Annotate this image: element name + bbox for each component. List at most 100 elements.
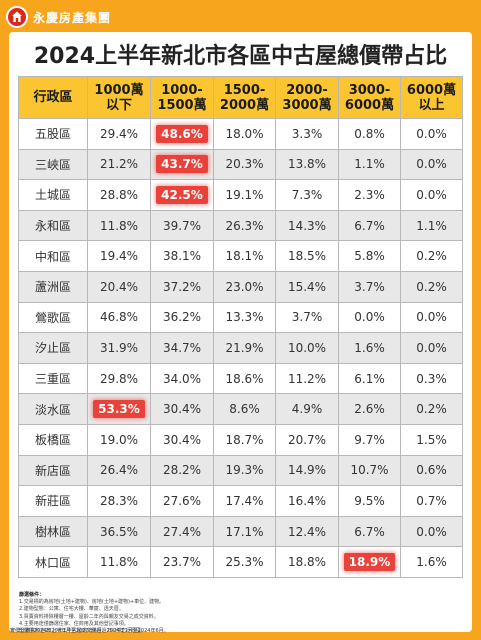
column-header-line: 行政區: [33, 90, 73, 105]
value-cell: 23.7%: [150, 546, 214, 578]
value-cell: 14.3%: [275, 209, 339, 242]
value-cell: 11.8%: [87, 546, 151, 578]
value-cell: 12.4%: [275, 515, 339, 548]
district-cell: 樹林區: [18, 515, 88, 548]
value-cell: 36.2%: [150, 301, 214, 334]
highlighted-value: 53.3%: [93, 400, 145, 419]
value-cell: 19.4%: [87, 240, 151, 272]
value-cell: 0.0%: [400, 332, 463, 364]
column-header-line: 2000萬: [219, 97, 270, 113]
filter-notes: 篩選條件： 1.交易標的為房地(土地+建物)、房地(土地+建物)+車位、建物。 2…: [19, 592, 464, 635]
column-header-line: 6000萬: [406, 82, 457, 98]
value-cell: 0.0%: [400, 515, 463, 548]
district-cell: 三重區: [18, 362, 88, 395]
value-cell: 37.2%: [150, 270, 214, 303]
value-cell: 1.5%: [400, 423, 463, 456]
yongqing-logo-icon: [6, 6, 28, 28]
value-cell: 27.4%: [150, 515, 214, 548]
table-row: 中和區 19.4% 38.1% 18.1% 18.5% 5.8% 0.2%: [18, 240, 463, 272]
value-cell: 18.5%: [275, 240, 339, 272]
district-cell: 淡水區: [18, 393, 88, 425]
value-cell: 23.0%: [213, 270, 276, 303]
value-cell: 16.4%: [275, 485, 339, 517]
value-cell: 18.1%: [213, 240, 276, 272]
table-row: 永和區 11.8% 39.7% 26.3% 14.3% 6.7% 1.1%: [18, 209, 463, 242]
table-row: 板橋區 19.0% 30.4% 18.7% 20.7% 9.7% 1.5%: [18, 423, 463, 456]
value-cell: 0.0%: [400, 118, 463, 150]
value-cell: 4.9%: [275, 393, 339, 425]
value-cell: 13.3%: [213, 301, 276, 334]
value-cell: 39.7%: [150, 209, 214, 242]
value-cell: 0.0%: [400, 179, 463, 211]
value-cell: 26.4%: [87, 454, 151, 487]
value-cell: 10.7%: [338, 454, 401, 487]
value-cell: 1.1%: [400, 209, 463, 242]
district-cell: 中和區: [18, 240, 88, 272]
district-cell: 新莊區: [18, 485, 88, 517]
table-row: 新莊區 28.3% 27.6% 17.4% 16.4% 9.5% 0.7%: [18, 485, 463, 517]
note-item: 2.建物型態：公寓、住宅大樓、華廈、透天厝。: [19, 606, 124, 613]
column-header-line: 1500萬: [157, 97, 207, 113]
value-cell: 6.7%: [338, 209, 401, 242]
value-cell: 0.2%: [400, 270, 463, 303]
value-cell: 31.9%: [87, 332, 151, 364]
table-header-row: 行政區 1000萬 以下 1000- 1500萬 1500- 2000萬 2000- 3000萬…: [18, 76, 463, 119]
value-cell: 2.3%: [338, 179, 401, 211]
value-cell: 2.6%: [338, 393, 401, 425]
value-cell: 7.3%: [275, 179, 339, 211]
highlighted-value: 42.5%: [156, 185, 208, 204]
column-header: 6000萬 以上: [400, 76, 463, 119]
value-cell: 0.7%: [400, 485, 463, 517]
table-row: 新店區 26.4% 28.2% 19.3% 14.9% 10.7% 0.6%: [18, 454, 463, 487]
note-item: 4.主要用途僅篩選住家、住商用及其他登記事項。: [19, 620, 129, 627]
value-cell: 19.1%: [213, 179, 276, 211]
column-header: 1000- 1500萬: [150, 76, 214, 119]
table-row: 三峽區 21.2% 43.7% 20.3% 13.8% 1.1% 0.0%: [18, 148, 463, 181]
value-cell: 30.4%: [150, 393, 214, 425]
table-body: 五股區 29.4% 48.6% 18.0% 3.3% 0.8% 0.0% 三峽區 21.2% 43…: [18, 118, 463, 578]
value-cell: 28.3%: [87, 485, 151, 517]
table-row: 林口區 11.8% 23.7% 25.3% 18.8% 18.9% 1.6%: [18, 546, 463, 578]
value-cell: 21.9%: [213, 332, 276, 364]
value-cell: 27.6%: [150, 485, 214, 517]
value-cell: 0.2%: [400, 240, 463, 272]
page-title: 2024上半年新北市各區中古屋總價帶占比: [33, 44, 448, 69]
value-cell: 20.4%: [87, 270, 151, 303]
district-cell: 汐止區: [18, 332, 88, 364]
column-header: 3000- 6000萬: [338, 76, 401, 119]
value-cell: 3.7%: [275, 301, 339, 334]
column-header-line: 3000-: [348, 82, 391, 98]
highlighted-value: 43.7%: [156, 155, 208, 174]
district-cell: 新店區: [18, 454, 88, 487]
column-header-line: 1500-: [223, 82, 266, 98]
value-cell: 5.8%: [338, 240, 401, 272]
value-cell: 34.7%: [150, 332, 214, 364]
table-row: 汐止區 31.9% 34.7% 21.9% 10.0% 1.6% 0.0%: [18, 332, 463, 364]
district-cell: 蘆洲區: [18, 270, 88, 303]
value-cell: 0.6%: [400, 454, 463, 487]
value-cell: 14.9%: [275, 454, 339, 487]
value-cell: 0.3%: [400, 362, 463, 395]
price-distribution-table: 行政區 1000萬 以下 1000- 1500萬 1500- 2000萬 2000- 3000萬…: [18, 76, 463, 578]
table-row: 土城區 28.8% 42.5% 19.1% 7.3% 2.3% 0.0%: [18, 179, 463, 211]
value-cell: 0.0%: [400, 148, 463, 181]
column-header: 行政區: [18, 76, 88, 119]
value-cell: 3.3%: [275, 118, 339, 150]
content-card: 2024上半年新北市各區中古屋總價帶占比 行政區 1000萬 以下 1000- 1500…: [9, 32, 472, 635]
district-cell: 板橋區: [18, 423, 88, 456]
district-cell: 永和區: [18, 209, 88, 242]
data-source-note: 實價登錄資料自2020年1月至2020年6月、2024年1月至2024年6月。: [10, 628, 169, 634]
value-cell: 0.8%: [338, 118, 401, 150]
value-cell: 48.6%: [150, 118, 214, 150]
value-cell: 18.8%: [275, 546, 339, 578]
district-cell: 林口區: [18, 546, 88, 578]
value-cell: 26.3%: [213, 209, 276, 242]
value-cell: 30.4%: [150, 423, 214, 456]
value-cell: 1.6%: [338, 332, 401, 364]
value-cell: 28.2%: [150, 454, 214, 487]
value-cell: 9.5%: [338, 485, 401, 517]
column-header-line: 1000萬: [94, 82, 144, 98]
column-header-line: 1000-: [161, 82, 203, 98]
value-cell: 6.1%: [338, 362, 401, 395]
